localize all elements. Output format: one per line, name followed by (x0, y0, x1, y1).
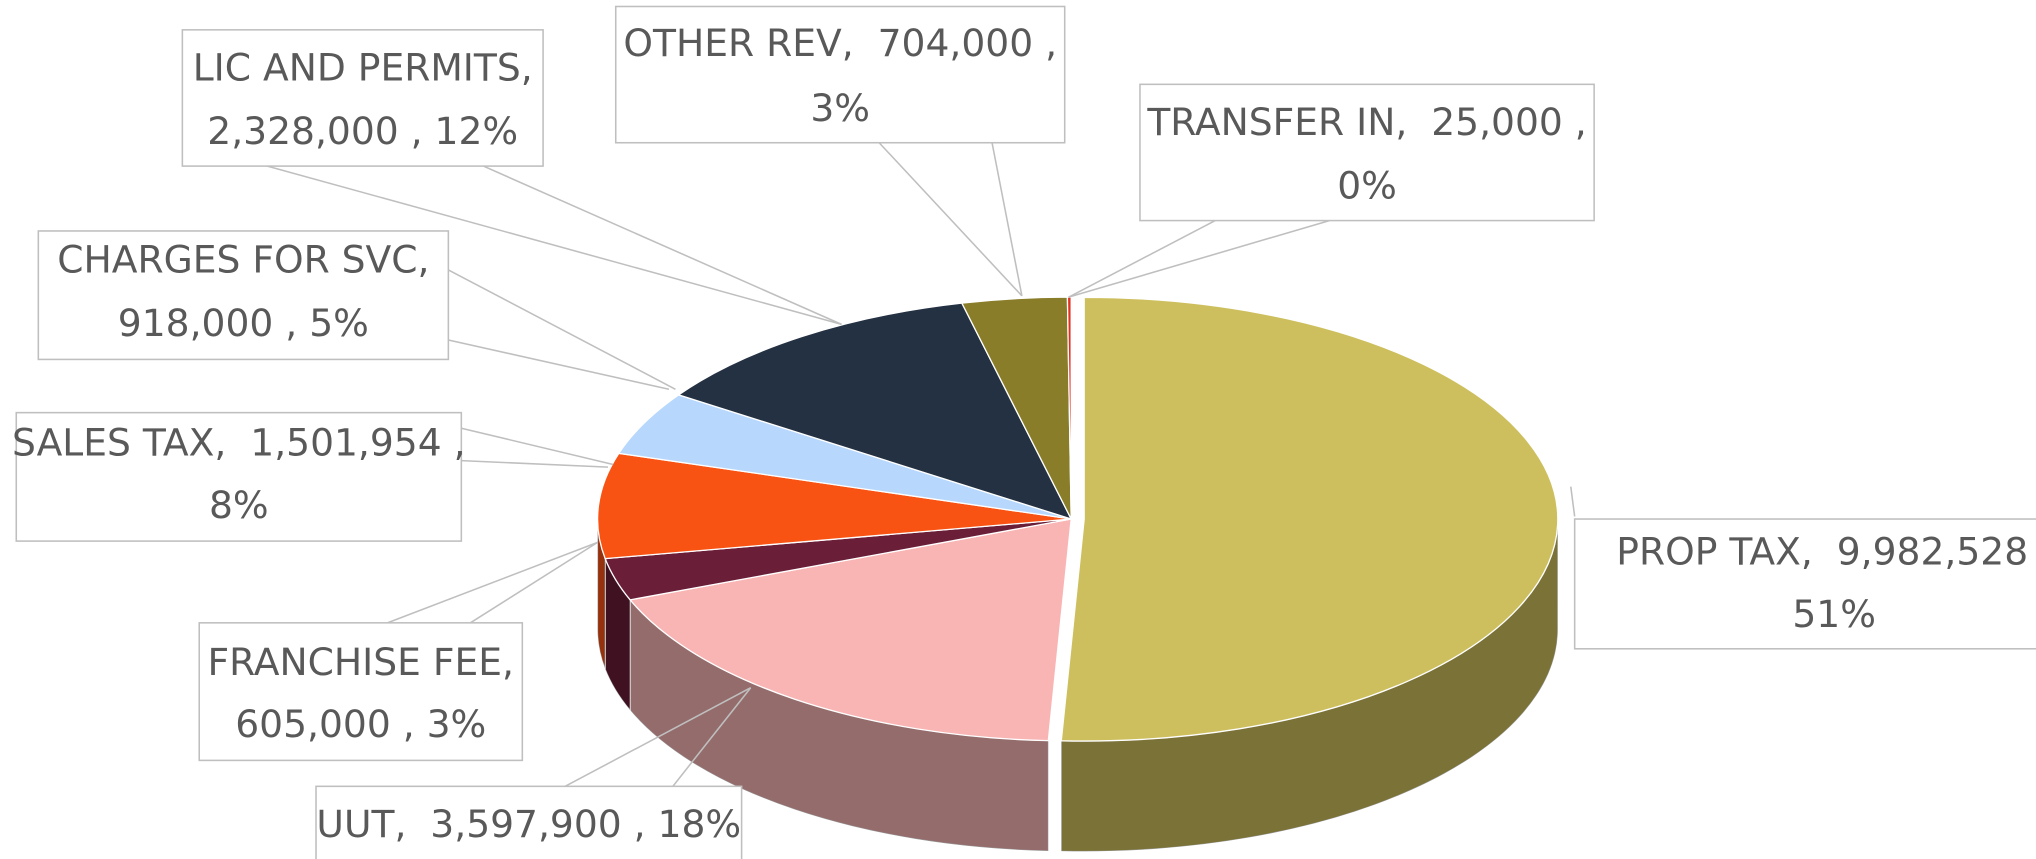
data-label: 51% (1792, 592, 1876, 636)
data-label: SALES TAX, 1,501,954 , (12, 421, 466, 465)
pie-tops (596, 296, 1559, 742)
leader-line (991, 142, 1023, 296)
label-box (315, 785, 743, 859)
label-box (1573, 518, 2036, 650)
data-label: 3% (810, 86, 870, 130)
leader-line (470, 541, 598, 624)
label-box (15, 411, 463, 542)
data-labels: PROP TAX, 9,982,528 , 51% UUT, 3,597,900 ,… (12, 5, 2036, 859)
leader-line (461, 459, 608, 468)
pie-wall-shade (605, 558, 631, 711)
pie-walls (597, 519, 1559, 852)
leader-line (182, 141, 842, 326)
leader-line (447, 269, 676, 390)
data-label: CHARGES FOR SVC, (57, 238, 429, 282)
data-label: 8% (209, 483, 269, 527)
leader-line (672, 687, 752, 787)
data-label: OTHER REV, 704,000 , (623, 21, 1057, 65)
data-label: TRANSFER IN, 25,000 , (1146, 100, 1586, 144)
leader-line (1569, 486, 1576, 517)
label-box (198, 622, 524, 762)
pie-wall-shade (630, 599, 1049, 851)
leader-line (448, 339, 670, 391)
label-box (181, 29, 544, 167)
data-label: 605,000 , 3% (235, 702, 486, 746)
pie-slice (677, 302, 1073, 521)
leader-line (1068, 219, 1216, 298)
leader-line (564, 687, 752, 788)
data-label: 918,000 , 5% (118, 301, 369, 345)
label-box (1139, 83, 1595, 222)
pie-slice (1060, 296, 1559, 742)
pie-wall-shade (597, 519, 606, 669)
leader-line (483, 165, 842, 326)
pie-slice (628, 518, 1072, 742)
leader-line (1068, 219, 1330, 298)
label-box (37, 230, 450, 361)
data-label: 2,328,000 , 12% (207, 109, 518, 153)
leader-line (461, 427, 614, 466)
data-label: FRANCHISE FEE, (208, 640, 514, 684)
label-box (614, 5, 1066, 144)
data-label: 0% (1337, 164, 1397, 208)
data-label: LIC AND PERMITS, (193, 46, 533, 90)
data-label: UUT, 3,597,900 , 18% (316, 802, 741, 846)
pie-wall-shade (1061, 519, 1558, 852)
leader-line (387, 541, 598, 624)
leader-line (878, 142, 1023, 297)
data-label: PROP TAX, 9,982,528 , (1616, 530, 2036, 574)
pie-slice (596, 452, 1072, 560)
